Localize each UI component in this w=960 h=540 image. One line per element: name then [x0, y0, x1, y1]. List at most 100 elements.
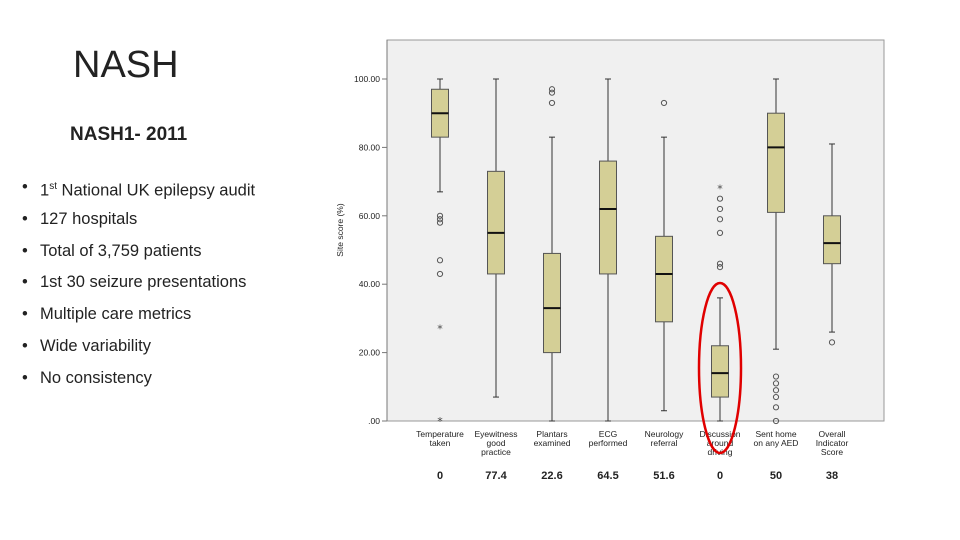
- indicator-score: 22.6: [541, 470, 562, 482]
- outlier-point: [548, 86, 556, 93]
- bullet-text: 127 hospitals: [40, 209, 138, 228]
- bullet-text: No consistency: [40, 368, 152, 387]
- box-group: [543, 86, 561, 422]
- bullet-text: 1: [40, 181, 50, 200]
- outlier-point: [772, 417, 780, 425]
- outlier-point: [436, 270, 444, 278]
- outlier-point: [772, 387, 780, 394]
- box-group: [599, 78, 617, 422]
- indicator-score: 77.4: [485, 470, 507, 482]
- y-tick-label: 100.00: [354, 74, 380, 84]
- category-label: Score: [821, 447, 843, 457]
- bullet-list: • 1st National UK epilepsy audit • 127 hos…: [22, 175, 255, 398]
- y-tick-label: .00: [368, 416, 380, 426]
- outlier-point: [716, 216, 724, 223]
- category-label: performed: [589, 438, 628, 448]
- bullet-text: Multiple care metrics: [40, 305, 192, 324]
- box-group: [767, 78, 785, 425]
- highlight-annotation: [697, 281, 743, 455]
- category-label: Indicator: [816, 438, 849, 448]
- bullet-superscript: st: [49, 181, 57, 192]
- slide-title: NASH: [73, 44, 179, 86]
- outlier-point: [436, 257, 444, 264]
- outlier-point: [660, 99, 668, 107]
- outlier-point: [716, 195, 724, 202]
- bullet-item: • Multiple care metrics: [22, 302, 255, 334]
- box-group: *: [711, 182, 729, 422]
- outlier-point: [436, 216, 444, 223]
- bullet-text: Total of 3,759 patients: [40, 241, 202, 260]
- box-iqr: [599, 160, 617, 275]
- category-label: around: [707, 438, 734, 448]
- category-label: Temperature: [416, 429, 464, 439]
- bullet-item: • 1st National UK epilepsy audit: [22, 175, 255, 207]
- y-tick-label: 40.00: [359, 279, 381, 289]
- bullet-dot-icon: •: [22, 178, 28, 196]
- extreme-point: *: [717, 182, 723, 195]
- y-tick-label: 60.00: [359, 211, 381, 221]
- bullet-item: • Total of 3,759 patients: [22, 239, 255, 271]
- outlier-point: [828, 339, 836, 346]
- category-label: Overall: [819, 429, 846, 439]
- outlier-point: [772, 373, 780, 380]
- category-label: Plantars: [536, 429, 567, 439]
- bullet-item: • No consistency: [22, 366, 255, 398]
- category-label: Neurology: [645, 429, 684, 439]
- indicator-scores: 0 77.4 22.6 64.5 51.6 0 50 38: [437, 470, 838, 482]
- category-label: ECG: [599, 429, 617, 439]
- category-label: practice: [481, 447, 511, 457]
- boxplot-chart: Site score (%) .00 20.00 40.00 60.00 80.00 10…: [335, 39, 885, 482]
- extreme-point: *: [437, 323, 443, 336]
- box-group: **: [431, 78, 449, 428]
- category-label: taken: [430, 438, 451, 448]
- outlier-point: [436, 212, 444, 219]
- bullet-dot-icon: •: [22, 273, 28, 292]
- y-axis-title: Site score (%): [335, 203, 345, 257]
- slide-subtitle: NASH1- 2011: [70, 124, 188, 145]
- outlier-point: [716, 264, 724, 271]
- boxplot-series: ***: [431, 78, 841, 428]
- category-label: examined: [534, 438, 571, 448]
- bullet-item: • 127 hospitals: [22, 207, 255, 239]
- y-axis-ticks: .00 20.00 40.00 60.00 80.00 100.00: [354, 74, 387, 426]
- indicator-score: 51.6: [653, 470, 674, 482]
- outlier-point: [716, 260, 724, 267]
- indicator-score: 50: [770, 470, 782, 482]
- outlier-point: [548, 89, 556, 96]
- bullet-dot-icon: •: [22, 241, 28, 260]
- outlier-point: [772, 393, 780, 401]
- indicator-score: 0: [437, 470, 443, 482]
- category-label: Sent home: [755, 429, 796, 439]
- extreme-point: *: [437, 415, 443, 428]
- category-label: good: [487, 438, 506, 448]
- category-label: referral: [651, 438, 678, 448]
- indicator-score: 38: [826, 470, 838, 482]
- bullet-text: National UK epilepsy audit: [56, 181, 256, 200]
- box-iqr: [655, 235, 673, 323]
- outlier-point: [716, 205, 724, 213]
- outlier-point: [716, 229, 724, 236]
- y-tick-label: 20.00: [359, 348, 381, 358]
- outlier-point: [772, 404, 780, 411]
- box-iqr: [487, 170, 505, 275]
- category-label: Discussion: [699, 429, 740, 439]
- bullet-dot-icon: •: [22, 209, 28, 228]
- bullet-text: Wide variability: [40, 336, 151, 355]
- box-group: [655, 99, 673, 412]
- indicator-score: 0: [717, 470, 723, 482]
- y-tick-label: 80.00: [359, 142, 381, 152]
- box-iqr: [543, 252, 561, 354]
- bullet-text: 1st 30 seizure presentations: [40, 273, 247, 292]
- bullet-dot-icon: •: [22, 336, 28, 355]
- bullet-item: • Wide variability: [22, 334, 255, 366]
- indicator-score: 64.5: [597, 470, 618, 482]
- box-iqr: [767, 112, 785, 213]
- category-label: Eyewitness: [475, 429, 518, 439]
- bullet-item: • 1st 30 seizure presentations: [22, 270, 255, 302]
- outlier-point: [436, 219, 444, 226]
- outlier-point: [772, 380, 780, 387]
- box-group: [823, 143, 841, 346]
- box-group: [487, 78, 505, 398]
- box-iqr: [711, 345, 729, 398]
